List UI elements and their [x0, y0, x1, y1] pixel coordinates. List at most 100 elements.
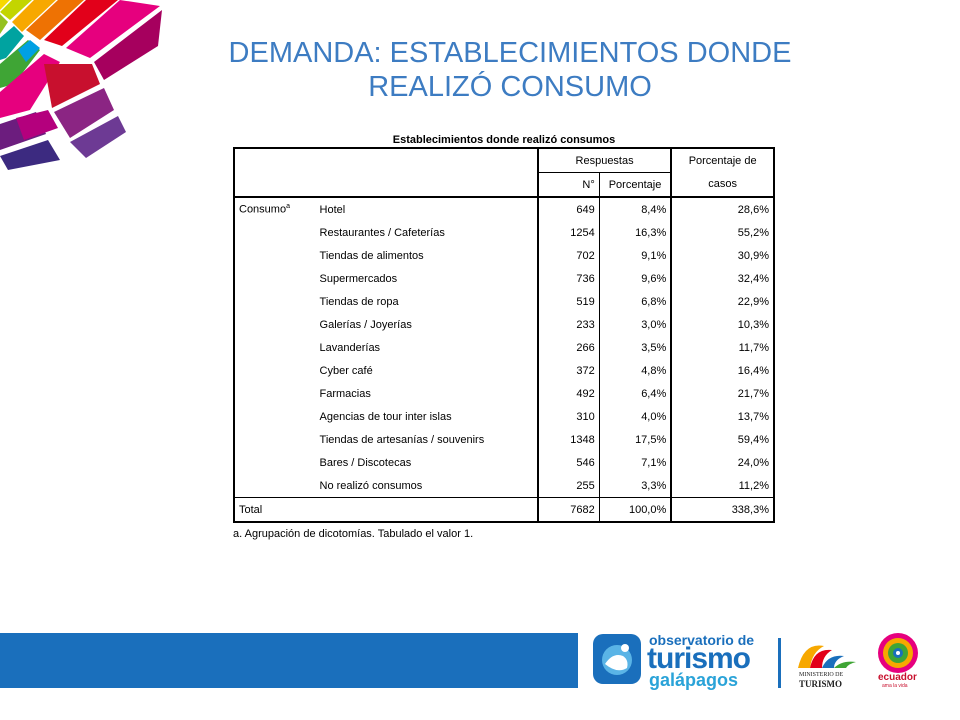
table-row: Consumoa Hotel 649 8,4% 28,6%: [234, 197, 774, 221]
row-label: Lavanderías: [315, 336, 539, 359]
table-row: Agencias de tour inter islas 310 4,0% 13,7%: [234, 405, 774, 428]
row-cases: 16,4%: [737, 364, 769, 377]
group-label-cell: Consumoa: [234, 197, 316, 221]
row-cases: 59,4%: [737, 433, 769, 446]
group-label-cell: [234, 428, 316, 451]
row-cases: 10,3%: [737, 318, 769, 331]
table-row: Cyber café 372 4,8% 16,4%: [234, 359, 774, 382]
footer-bar: [0, 633, 578, 688]
row-n: 702: [537, 244, 600, 267]
header-respuestas: Respuestas: [537, 148, 673, 173]
table-row: Farmacias 492 6,4% 21,7%: [234, 382, 774, 405]
group-label-cell: [234, 382, 316, 405]
row-label: Agencias de tour inter islas: [315, 405, 539, 428]
row-n: 372: [537, 359, 600, 382]
row-label: No realizó consumos: [315, 474, 539, 498]
row-label: Restaurantes / Cafeterías: [315, 221, 539, 244]
row-label: Galerías / Joyerías: [315, 313, 539, 336]
header-empty-cell: [234, 148, 539, 173]
row-pct: 9,6%: [599, 267, 673, 290]
sunburst-decoration: [0, 0, 162, 170]
ministerio-logo-icon: [798, 645, 856, 668]
footer-logos: observatorio de turismo galápagos MINIST…: [589, 630, 960, 694]
row-cases: 22,9%: [737, 295, 769, 308]
row-pct: 3,3%: [599, 474, 673, 498]
group-label-footnote-marker: a: [286, 203, 290, 211]
row-n: 310: [537, 405, 600, 428]
header-empty-cell-2: [234, 172, 539, 198]
logo-divider: [778, 638, 781, 688]
group-label-cell: [234, 474, 316, 498]
table-row: Tiendas de ropa 519 6,8% 22,9%: [234, 290, 774, 313]
row-pct: 17,5%: [599, 428, 673, 451]
row-label: Supermercados: [315, 267, 539, 290]
row-n: 546: [537, 451, 600, 474]
row-pct: 16,3%: [599, 221, 673, 244]
row-cases: 11,2%: [738, 479, 769, 492]
observatorio-logo-line1: observatorio de: [649, 632, 755, 648]
header-row-2: N° Porcentaje: [234, 172, 774, 198]
row-label: Tiendas de alimentos: [315, 244, 539, 267]
row-cases: 21,7%: [737, 387, 769, 400]
row-label: Bares / Discotecas: [315, 451, 539, 474]
group-label-cell: [234, 451, 316, 474]
row-pct: 3,0%: [599, 313, 673, 336]
header-porcentaje-casos-line2: casos: [708, 177, 737, 190]
row-pct: 4,8%: [599, 359, 673, 382]
row-pct: 3,5%: [599, 336, 673, 359]
header-porcentaje: Porcentaje: [599, 172, 673, 198]
ecuador-logo-icon: [878, 633, 918, 673]
total-empty-cell: [315, 497, 539, 522]
row-label: Farmacias: [315, 382, 539, 405]
header-row-1: Respuestas Porcentaje de casos: [234, 148, 774, 198]
table-caption: Establecimientos donde realizó consumos: [392, 134, 616, 146]
table-row: Restaurantes / Cafeterías 1254 16,3% 55,2%: [234, 221, 774, 244]
header-n: N°: [537, 172, 600, 198]
row-pct: 9,1%: [599, 244, 673, 267]
header-porcentaje-casos-line1: Porcentaje de: [688, 154, 757, 167]
group-label-cell: [234, 359, 316, 382]
ministerio-logo-line1: MINISTERIO DE: [799, 672, 844, 678]
total-label: Total: [234, 497, 316, 522]
row-cases: 24,0%: [737, 456, 769, 469]
row-n: 1348: [537, 428, 600, 451]
slide-title-line1: DEMANDA: ESTABLECIMIENTOS DONDE: [228, 37, 792, 69]
group-label-cell: [234, 267, 316, 290]
group-label: Consumo: [239, 203, 287, 216]
row-n: 1254: [537, 221, 600, 244]
row-cases: 32,4%: [737, 272, 769, 285]
row-n: 519: [537, 290, 600, 313]
row-n: 266: [537, 336, 600, 359]
row-n: 649: [537, 197, 600, 221]
group-label-cell: [234, 405, 316, 428]
table-row: Lavanderías 266 3,5% 11,7%: [234, 336, 774, 359]
table-body: Consumoa Hotel 649 8,4% 28,6% Restaurantes / …: [234, 197, 774, 498]
results-table-container: Establecimientos donde realizó consumos …: [233, 133, 775, 540]
row-pct: 4,0%: [599, 405, 673, 428]
table-row: Supermercados 736 9,6% 32,4%: [234, 267, 774, 290]
ecuador-logo-text: ecuador: [878, 672, 917, 683]
row-pct: 8,4%: [599, 197, 673, 221]
table-row: No realizó consumos 255 3,3% 11,2%: [234, 474, 774, 498]
observatorio-logo-line3: galápagos: [649, 670, 739, 690]
row-label: Hotel: [315, 197, 539, 221]
row-label: Cyber café: [315, 359, 539, 382]
results-table: Respuestas Porcentaje de casos N° Porcen…: [233, 147, 775, 523]
slide-title-line2: REALIZÓ CONSUMO: [368, 71, 652, 103]
observatorio-logo-icon: [593, 634, 641, 684]
group-label-cell: [234, 244, 316, 267]
total-cases: 338,3%: [671, 497, 774, 522]
row-n: 492: [537, 382, 600, 405]
group-label-cell: [234, 313, 316, 336]
header-porcentaje-casos: Porcentaje de casos: [671, 148, 774, 198]
table-footnote: a. Agrupación de dicotomías. Tabulado el…: [233, 528, 474, 540]
row-cases: 28,6%: [737, 203, 769, 216]
slide-title: DEMANDA: ESTABLECIMIENTOS DONDE REALIZÓ …: [200, 36, 820, 104]
row-label: Tiendas de ropa: [315, 290, 539, 313]
observatorio-logo-line2: turismo: [647, 642, 751, 675]
table-row: Tiendas de artesanías / souvenirs 1348 17,…: [234, 428, 774, 451]
total-pct: 100,0%: [599, 497, 673, 522]
row-n: 736: [537, 267, 600, 290]
table-row: Tiendas de alimentos 702 9,1% 30,9%: [234, 244, 774, 267]
ministerio-logo-line2: TURISMO: [799, 679, 843, 689]
